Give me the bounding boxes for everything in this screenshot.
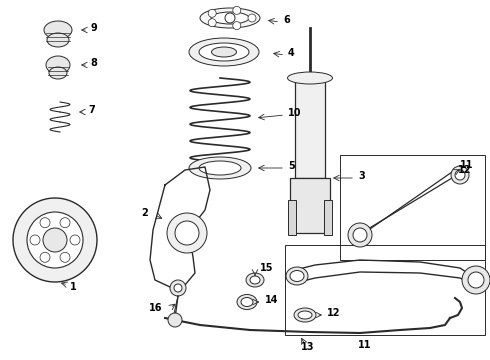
Text: 12: 12	[327, 308, 341, 318]
Circle shape	[233, 6, 241, 14]
Ellipse shape	[189, 157, 251, 179]
Ellipse shape	[199, 161, 241, 175]
Circle shape	[468, 272, 484, 288]
Text: 16: 16	[148, 303, 162, 313]
Circle shape	[175, 221, 199, 245]
Circle shape	[13, 198, 97, 282]
Text: 14: 14	[265, 295, 278, 305]
Circle shape	[60, 252, 70, 262]
Circle shape	[70, 235, 80, 245]
Circle shape	[462, 266, 490, 294]
Circle shape	[225, 13, 235, 23]
Bar	[295, 78, 325, 178]
Ellipse shape	[47, 33, 69, 47]
Ellipse shape	[298, 311, 312, 319]
Circle shape	[451, 166, 469, 184]
Text: 13: 13	[301, 342, 315, 352]
Ellipse shape	[294, 308, 316, 322]
Circle shape	[27, 212, 83, 268]
Ellipse shape	[46, 56, 70, 74]
Circle shape	[455, 170, 465, 180]
Ellipse shape	[290, 270, 304, 282]
Text: 3: 3	[358, 171, 365, 181]
Circle shape	[208, 9, 216, 17]
Bar	[285, 245, 485, 335]
Text: 5: 5	[288, 161, 295, 171]
Text: 15: 15	[260, 263, 273, 273]
Ellipse shape	[44, 21, 72, 39]
Text: 11: 11	[460, 160, 473, 170]
Text: 10: 10	[288, 108, 301, 118]
Ellipse shape	[250, 276, 260, 284]
Ellipse shape	[199, 43, 249, 61]
Circle shape	[170, 280, 186, 296]
Ellipse shape	[212, 47, 237, 57]
Text: 9: 9	[90, 23, 97, 33]
Circle shape	[167, 213, 207, 253]
Bar	[290, 178, 330, 233]
Bar	[324, 200, 332, 235]
Text: 6: 6	[283, 15, 290, 25]
Circle shape	[348, 223, 372, 247]
Circle shape	[168, 313, 182, 327]
Ellipse shape	[241, 297, 253, 306]
Circle shape	[40, 252, 50, 262]
Ellipse shape	[286, 267, 308, 285]
Circle shape	[43, 228, 67, 252]
Bar	[340, 155, 485, 260]
Ellipse shape	[237, 294, 257, 310]
Text: 1: 1	[70, 282, 77, 292]
Circle shape	[208, 19, 216, 27]
Ellipse shape	[288, 72, 333, 84]
Circle shape	[30, 235, 40, 245]
Text: 11: 11	[358, 340, 372, 350]
Text: 7: 7	[88, 105, 95, 115]
Ellipse shape	[200, 8, 260, 28]
Circle shape	[233, 22, 241, 30]
Circle shape	[353, 228, 367, 242]
Bar	[288, 200, 296, 235]
Ellipse shape	[189, 38, 259, 66]
Circle shape	[248, 14, 256, 22]
Ellipse shape	[246, 273, 264, 287]
Circle shape	[60, 218, 70, 228]
Text: 4: 4	[288, 48, 295, 58]
Ellipse shape	[49, 67, 67, 79]
Circle shape	[40, 218, 50, 228]
Text: 8: 8	[90, 58, 97, 68]
Text: 12: 12	[458, 165, 471, 175]
Text: 2: 2	[141, 208, 148, 218]
Ellipse shape	[211, 12, 249, 24]
Circle shape	[174, 284, 182, 292]
